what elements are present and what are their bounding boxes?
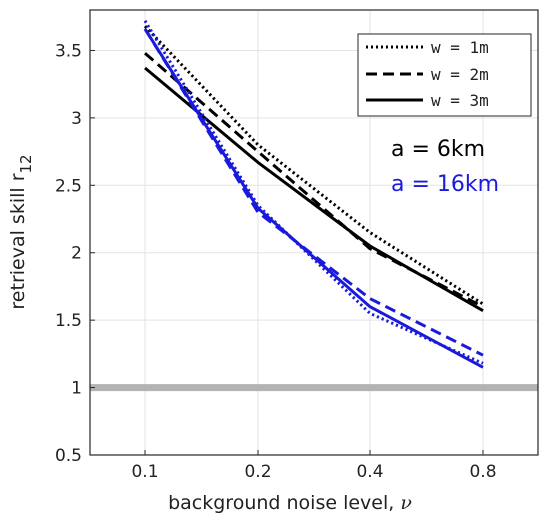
y-tick-label: 1.5 bbox=[55, 311, 82, 331]
series-line-a16km-w3m bbox=[143, 28, 484, 369]
annotation-a-6km: a = 6km bbox=[391, 137, 485, 162]
y-tick-label: 0.5 bbox=[55, 446, 82, 466]
legend-label-w1: w = 1m bbox=[431, 38, 489, 57]
x-axis-label: background noise level, ν bbox=[168, 492, 412, 514]
legend: w = 1m w = 2m w = 3m bbox=[357, 33, 532, 117]
annotation-a-16km: a = 16km bbox=[391, 172, 499, 197]
y-tick-label: 2.5 bbox=[55, 176, 82, 196]
tick-labels: 0.1 0.2 0.4 0.8 0.5 1 1.5 2 2.5 3 3.5 bbox=[55, 41, 497, 482]
y-tick-label: 3 bbox=[71, 109, 82, 129]
plot-frame bbox=[89, 9, 539, 456]
x-tick-label: 0.8 bbox=[469, 462, 496, 482]
series-line-a6km-w1m bbox=[143, 25, 484, 306]
legend-label-w3: w = 3m bbox=[431, 91, 489, 110]
y-tick-label: 3.5 bbox=[55, 41, 82, 61]
y-axis-label: retrieval skill r12 bbox=[7, 154, 35, 309]
series-group bbox=[143, 20, 484, 369]
y-tick-label: 1 bbox=[71, 379, 82, 399]
x-tick-label: 0.2 bbox=[244, 462, 271, 482]
legend-label-w2: w = 2m bbox=[431, 65, 489, 84]
x-tick-label: 0.4 bbox=[356, 462, 383, 482]
x-tick-label: 0.1 bbox=[131, 462, 158, 482]
y-tick-label: 2 bbox=[71, 244, 82, 264]
